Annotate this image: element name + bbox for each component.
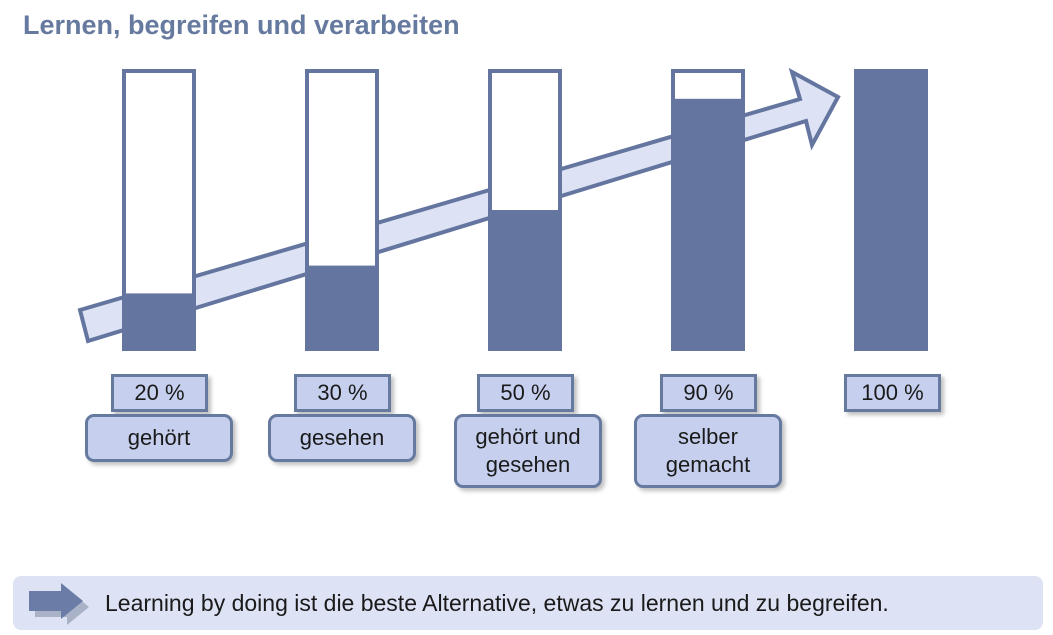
label-box-1: gehört (85, 414, 233, 462)
page-title: Lernen, begreifen und verarbeiten (23, 10, 460, 40)
bar-fill-5 (856, 71, 926, 349)
percent-box-2: 30 % (294, 374, 391, 412)
percent-box-5: 100 % (844, 374, 941, 412)
bar-fill-2 (307, 265, 377, 349)
footer-banner: Learning by doing ist die beste Alternat… (13, 576, 1043, 630)
arrow-right-icon (29, 583, 89, 625)
footer-text: Learning by doing ist die beste Alternat… (105, 590, 889, 616)
label-box-2: gesehen (268, 414, 416, 462)
bar-fill-3 (490, 210, 560, 349)
progress-arrow (77, 67, 841, 344)
bar-fill-1 (124, 293, 194, 349)
percent-box-3: 50 % (477, 374, 574, 412)
label-box-4: selber gemacht (634, 414, 782, 488)
label-box-3: gehört und gesehen (454, 414, 602, 488)
percent-box-4: 90 % (660, 374, 757, 412)
bar-fill-4 (673, 98, 743, 349)
learning-diagram (77, 67, 928, 351)
percent-box-1: 20 % (111, 374, 208, 412)
